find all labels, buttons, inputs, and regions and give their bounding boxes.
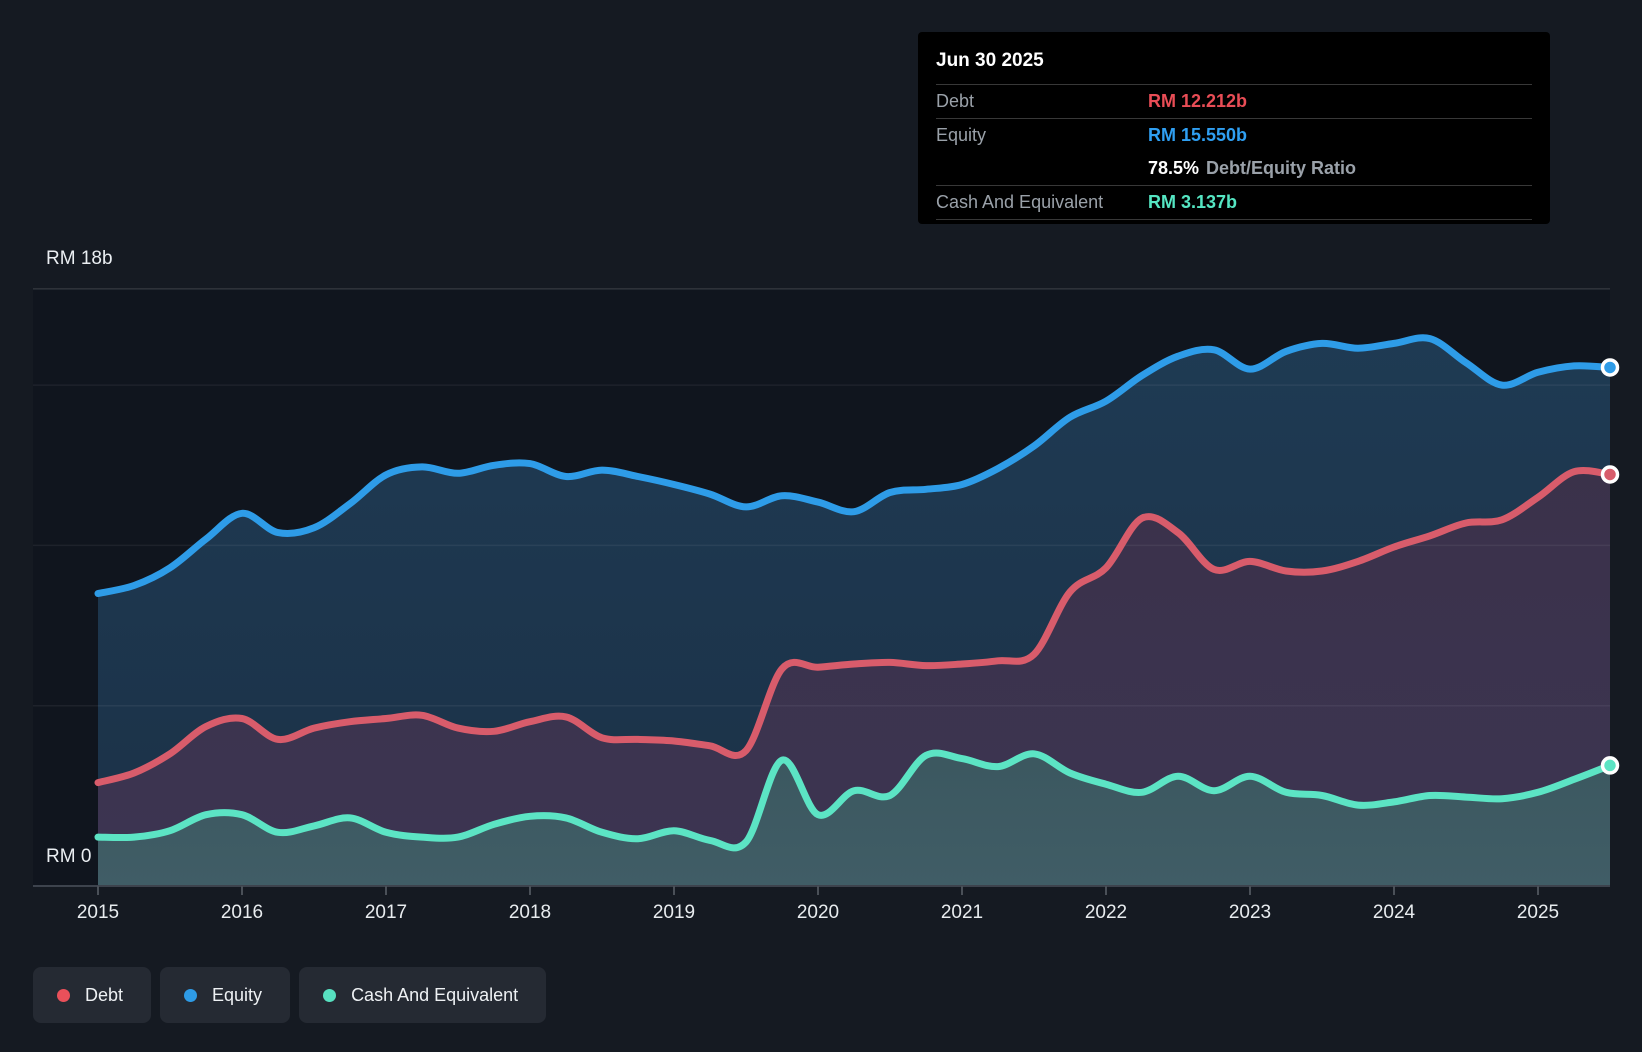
legend-item-debt[interactable]: Debt bbox=[33, 967, 151, 1023]
x-tick-label-2017: 2017 bbox=[365, 902, 407, 923]
tooltip-ratio: 78.5% Debt/Equity Ratio bbox=[1148, 158, 1532, 179]
tooltip-equity-label: Equity bbox=[936, 125, 1148, 146]
x-tick-label-2016: 2016 bbox=[221, 902, 263, 923]
chart-tooltip: Jun 30 2025 Debt RM 12.212b Equity RM 15… bbox=[918, 32, 1550, 224]
tooltip-equity-value: RM 15.550b bbox=[1148, 125, 1532, 146]
x-tick-label-2025: 2025 bbox=[1517, 902, 1559, 923]
end-marker-equity[interactable] bbox=[1603, 360, 1618, 375]
x-tick-label-2018: 2018 bbox=[509, 902, 551, 923]
chart-legend: Debt Equity Cash And Equivalent bbox=[33, 967, 546, 1023]
x-tick-label-2021: 2021 bbox=[941, 902, 983, 923]
tooltip-row-cash: Cash And Equivalent RM 3.137b bbox=[936, 186, 1532, 220]
tooltip-row-debt: Debt RM 12.212b bbox=[936, 85, 1532, 119]
x-tick-label-2024: 2024 bbox=[1373, 902, 1416, 923]
x-tick-label-2015: 2015 bbox=[77, 902, 119, 923]
tooltip-ratio-label: Debt/Equity Ratio bbox=[1206, 158, 1356, 178]
y-axis-zero-label: RM 0 bbox=[46, 846, 91, 867]
debt-dot-icon bbox=[57, 989, 70, 1002]
legend-label-cash: Cash And Equivalent bbox=[351, 985, 518, 1006]
x-tick-label-2020: 2020 bbox=[797, 902, 839, 923]
x-tick-label-2023: 2023 bbox=[1229, 902, 1271, 923]
tooltip-ratio-value: 78.5% bbox=[1148, 158, 1199, 178]
legend-label-equity: Equity bbox=[212, 985, 262, 1006]
tooltip-row-equity: Equity RM 15.550b bbox=[936, 119, 1532, 152]
tooltip-row-ratio: 78.5% Debt/Equity Ratio bbox=[936, 152, 1532, 186]
y-axis-max-label: RM 18b bbox=[46, 248, 113, 269]
tooltip-cash-label: Cash And Equivalent bbox=[936, 192, 1148, 213]
tooltip-debt-label: Debt bbox=[936, 91, 1148, 112]
tooltip-debt-value: RM 12.212b bbox=[1148, 91, 1532, 112]
x-tick-label-2022: 2022 bbox=[1085, 902, 1127, 923]
x-axis: 2015 2016 2017 2018 2019 2020 2021 2022 2023 2024… bbox=[33, 886, 1610, 923]
end-marker-debt[interactable] bbox=[1603, 467, 1618, 482]
legend-item-cash[interactable]: Cash And Equivalent bbox=[299, 967, 546, 1023]
equity-dot-icon bbox=[184, 989, 197, 1002]
end-marker-cash-and-equivalent[interactable] bbox=[1603, 758, 1618, 773]
x-tick-label-2019: 2019 bbox=[653, 902, 695, 923]
tooltip-date: Jun 30 2025 bbox=[936, 40, 1532, 85]
legend-label-debt: Debt bbox=[85, 985, 123, 1006]
legend-item-equity[interactable]: Equity bbox=[160, 967, 290, 1023]
cash-dot-icon bbox=[323, 989, 336, 1002]
tooltip-cash-value: RM 3.137b bbox=[1148, 192, 1532, 213]
